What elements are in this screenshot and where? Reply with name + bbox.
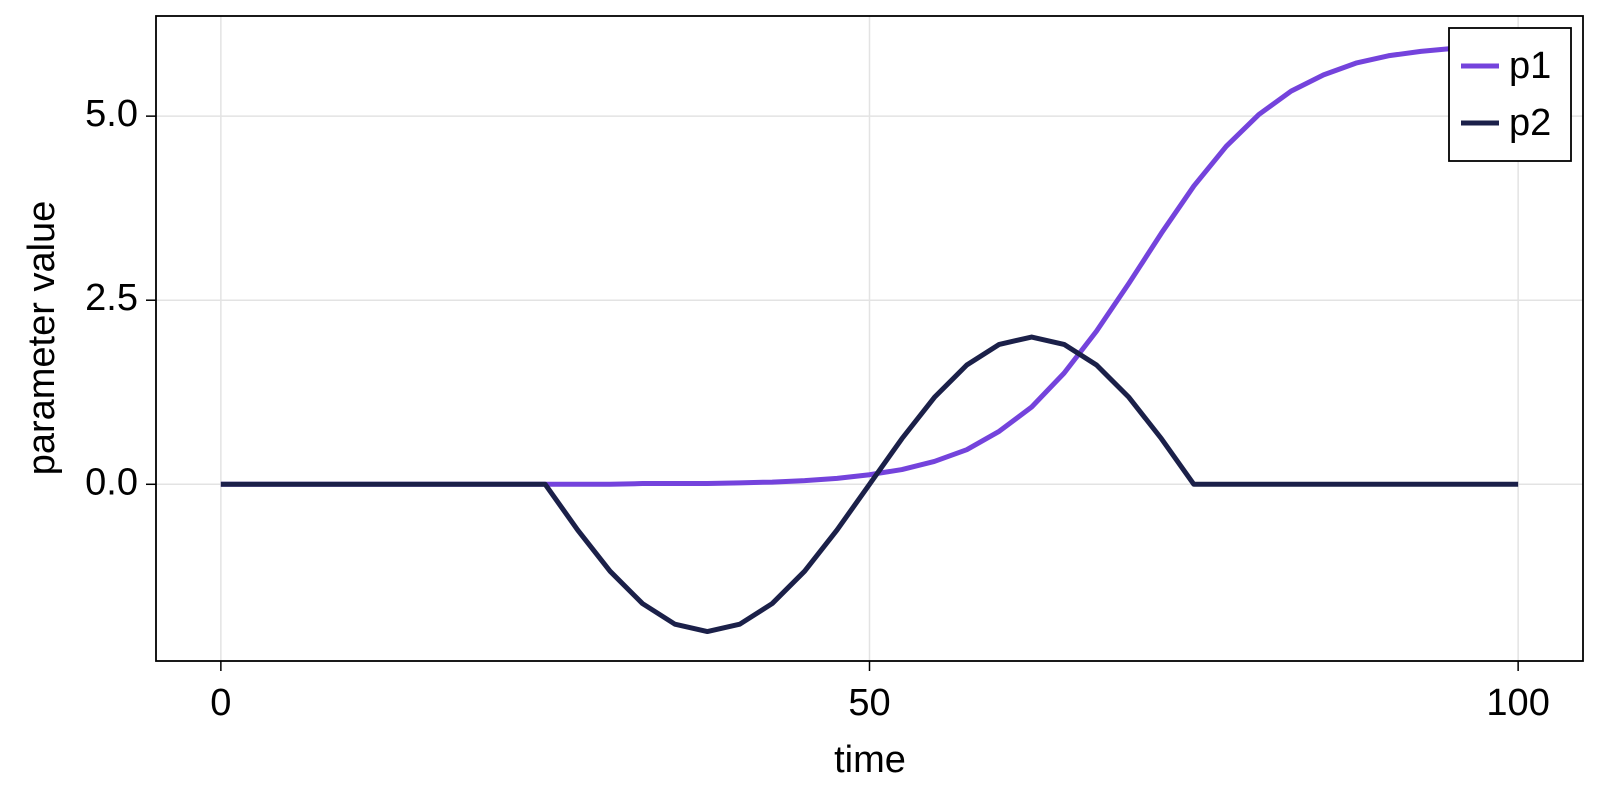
y-tick-label: 5.0 xyxy=(85,93,138,135)
plot-frame xyxy=(155,15,1584,662)
legend-label: p2 xyxy=(1509,102,1551,144)
y-tick-label: 0.0 xyxy=(85,461,138,503)
legend-box xyxy=(1448,27,1572,162)
line-series xyxy=(220,334,1519,635)
y-axis-label: parameter value xyxy=(21,201,63,476)
x-tick-label: 100 xyxy=(1486,682,1549,724)
x-tick-label: 50 xyxy=(848,682,890,724)
y-tick-label: 2.5 xyxy=(85,277,138,319)
x-tick-label: 0 xyxy=(210,682,231,724)
x-axis-label: time xyxy=(834,739,906,781)
legend-label: p1 xyxy=(1509,45,1551,87)
